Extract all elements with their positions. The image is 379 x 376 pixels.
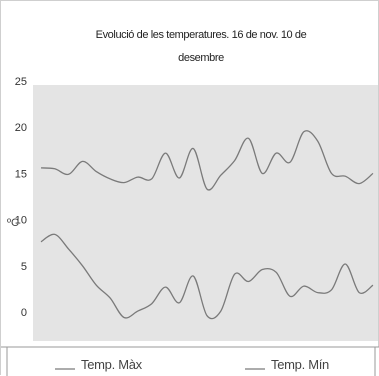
legend-item-min: Temp. Mín <box>245 357 329 372</box>
y-tick-label: 20 <box>15 122 27 134</box>
legend-area <box>1 347 379 376</box>
y-tick-label: 10 <box>15 215 27 227</box>
y-tick-label: 25 <box>15 76 27 88</box>
series-line-min <box>40 233 374 320</box>
y-tick-label: 5 <box>21 261 27 273</box>
plot-area <box>33 85 378 341</box>
y-axis-ticks: 25 20 15 10 5 0 <box>15 76 27 319</box>
series-line-max <box>40 130 374 191</box>
legend-label-min: Temp. Mín <box>271 357 329 372</box>
y-axis-label: ºC <box>7 217 19 229</box>
chart-title-line-2: desembre <box>178 52 224 64</box>
series-lines <box>40 130 374 320</box>
y-tick-label: 0 <box>21 307 27 319</box>
legend-item-max: Temp. Màx <box>55 357 143 372</box>
y-tick-label: 15 <box>15 168 27 180</box>
legend-label-max: Temp. Màx <box>81 357 143 372</box>
chart-title-line-1: Evolució de les temperatures. 16 de nov.… <box>96 29 307 41</box>
